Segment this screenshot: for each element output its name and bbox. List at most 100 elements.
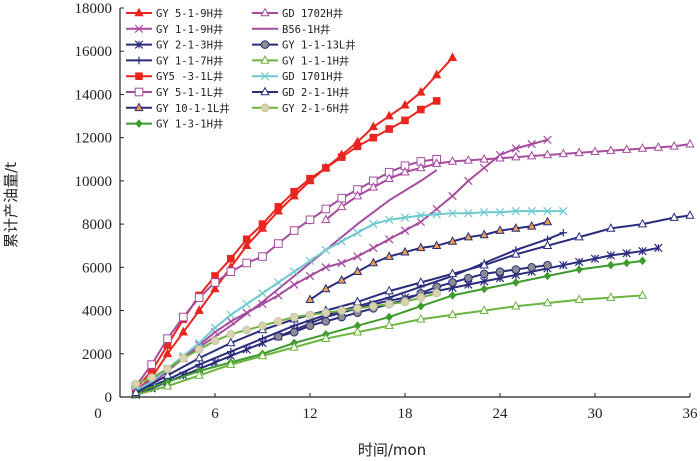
series-6 bbox=[305, 216, 553, 304]
legend-item: GY5 -3-1L井 bbox=[126, 70, 223, 83]
data-point bbox=[575, 265, 583, 274]
legend-item: GY 10-1-1L井 bbox=[126, 102, 230, 115]
data-point bbox=[242, 325, 251, 335]
data-point bbox=[543, 260, 552, 270]
legend-label: GY 1-1-1H井 bbox=[282, 54, 349, 67]
data-point bbox=[463, 231, 473, 241]
y-axis-title: 累计产油量/t bbox=[2, 162, 20, 248]
data-point bbox=[400, 99, 410, 109]
data-point bbox=[400, 297, 410, 307]
legend-label: GY 2-1-6H井 bbox=[282, 102, 349, 115]
data-point bbox=[337, 306, 346, 315]
data-point bbox=[135, 56, 143, 65]
series-1 bbox=[131, 135, 552, 397]
axes: 0200040006000800010000120001400016000180… bbox=[75, 1, 699, 422]
data-point bbox=[134, 24, 144, 34]
x-tick-label: 30 bbox=[588, 406, 603, 422]
data-point bbox=[194, 338, 204, 348]
data-point bbox=[448, 209, 457, 218]
data-point bbox=[210, 336, 220, 346]
series-8 bbox=[321, 138, 695, 224]
data-point bbox=[447, 52, 458, 62]
data-point bbox=[637, 143, 648, 152]
data-point bbox=[337, 237, 346, 246]
data-point bbox=[527, 220, 537, 230]
data-point bbox=[463, 154, 473, 164]
data-point bbox=[226, 359, 236, 368]
data-point bbox=[242, 240, 252, 250]
data-point bbox=[369, 243, 378, 253]
data-point bbox=[638, 256, 647, 266]
data-point bbox=[226, 337, 236, 347]
data-point bbox=[163, 341, 172, 349]
series-line bbox=[325, 143, 691, 221]
series-10 bbox=[274, 260, 552, 341]
data-point bbox=[337, 193, 346, 203]
data-point bbox=[131, 387, 141, 396]
data-point bbox=[134, 102, 144, 112]
data-point bbox=[543, 135, 552, 145]
data-point bbox=[337, 201, 347, 211]
legend-item: GY 1-1-1H井 bbox=[252, 54, 349, 67]
data-point bbox=[574, 147, 584, 157]
data-point bbox=[226, 267, 236, 276]
legend-item: GY 1-3-1H井 bbox=[126, 118, 223, 131]
y-tick-label: 4000 bbox=[82, 304, 112, 320]
legend-label: B56-1H井 bbox=[282, 23, 330, 36]
data-point bbox=[558, 148, 568, 158]
data-point bbox=[368, 182, 378, 191]
data-point bbox=[606, 145, 616, 154]
y-tick-label: 2000 bbox=[82, 347, 112, 363]
data-point bbox=[135, 72, 143, 80]
data-point bbox=[384, 251, 394, 260]
data-point bbox=[289, 280, 299, 289]
data-point bbox=[306, 174, 314, 183]
data-point bbox=[258, 334, 267, 343]
data-point bbox=[511, 223, 521, 232]
data-point bbox=[162, 348, 173, 358]
legend-item: GY 1-1-13L井 bbox=[252, 39, 356, 52]
legend-item: GY 5-1-1L井 bbox=[126, 86, 223, 99]
data-point bbox=[590, 254, 600, 263]
data-point bbox=[495, 225, 505, 234]
data-point bbox=[369, 219, 378, 229]
data-point bbox=[258, 299, 267, 309]
data-point bbox=[543, 271, 552, 281]
data-point bbox=[162, 370, 173, 379]
data-point bbox=[211, 272, 219, 280]
data-point bbox=[448, 278, 457, 287]
data-point bbox=[368, 257, 378, 267]
data-point bbox=[289, 267, 299, 276]
data-point bbox=[480, 284, 488, 294]
data-point bbox=[574, 257, 584, 267]
legend-item: B56-1H井 bbox=[252, 23, 330, 36]
data-point bbox=[242, 235, 251, 244]
data-point bbox=[622, 249, 631, 258]
data-point bbox=[135, 119, 143, 128]
data-point bbox=[448, 191, 457, 201]
data-point bbox=[257, 350, 268, 360]
data-point bbox=[511, 300, 521, 310]
data-point bbox=[194, 370, 204, 379]
data-point bbox=[479, 163, 489, 173]
data-point bbox=[432, 240, 442, 250]
data-point bbox=[495, 152, 505, 162]
data-point bbox=[242, 258, 251, 268]
plot-area bbox=[131, 52, 695, 400]
series-4 bbox=[132, 97, 441, 393]
x-tick-label: 12 bbox=[303, 406, 318, 422]
data-point bbox=[447, 236, 458, 245]
data-point bbox=[258, 220, 267, 228]
data-point bbox=[210, 323, 220, 333]
series-5 bbox=[131, 154, 441, 391]
data-point bbox=[226, 310, 236, 320]
data-point bbox=[258, 252, 267, 261]
data-point bbox=[511, 151, 521, 161]
y-tick-label: 8000 bbox=[82, 217, 112, 233]
series-14 bbox=[131, 288, 441, 389]
data-point bbox=[258, 289, 267, 298]
data-point bbox=[542, 216, 553, 226]
data-point bbox=[574, 231, 584, 241]
data-point bbox=[542, 149, 553, 159]
